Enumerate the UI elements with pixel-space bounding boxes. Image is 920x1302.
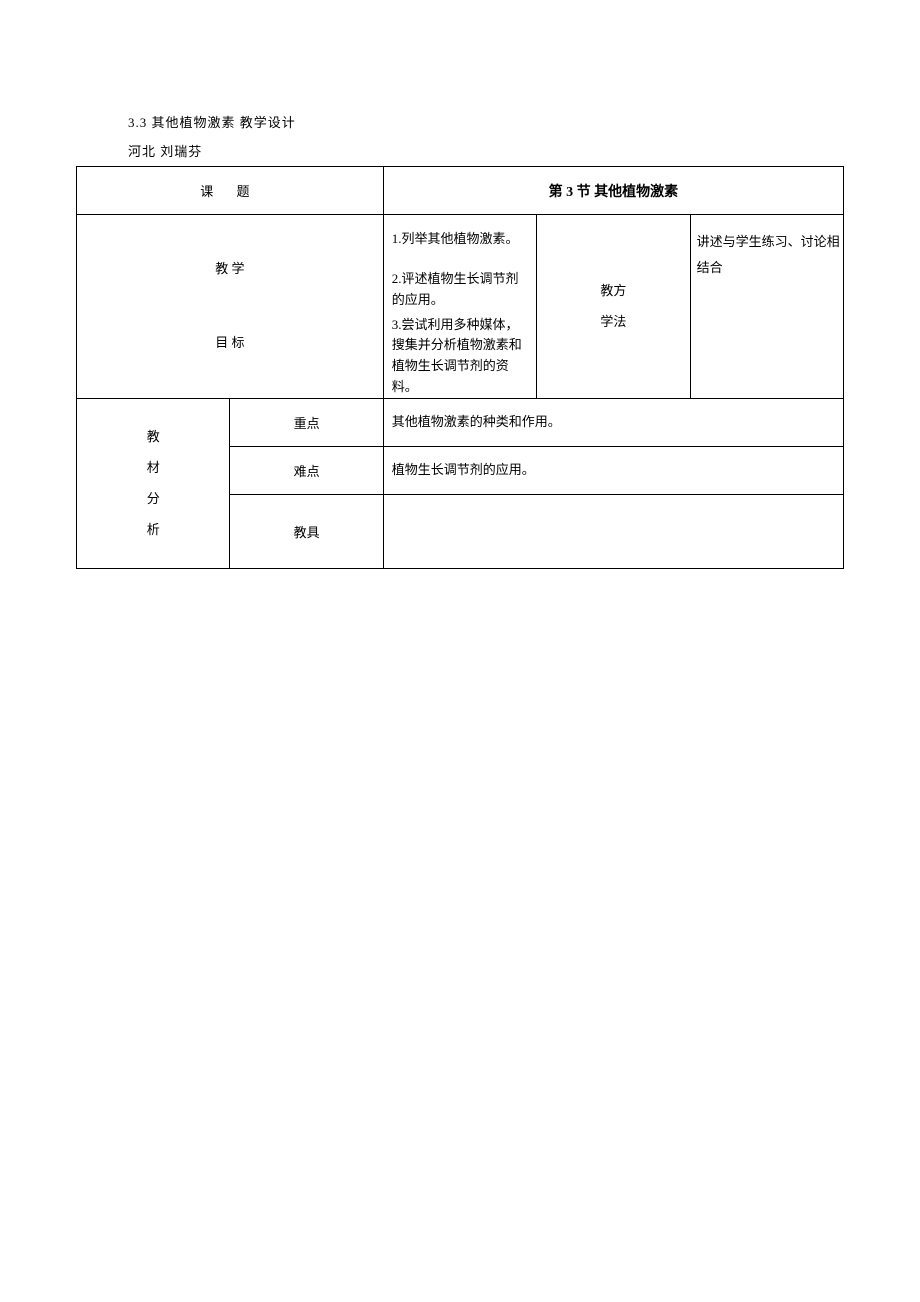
objectives-label-2: 目 标: [77, 321, 383, 365]
analysis-ch3: 分: [77, 483, 229, 514]
analysis-label: 教 材 分 析: [77, 398, 230, 568]
analysis-ch2: 材: [77, 452, 229, 483]
analysis-ch1: 教: [77, 421, 229, 452]
keypoint-label: 重点: [230, 398, 383, 446]
doc-author-line: 河北 刘瑞芬: [128, 141, 844, 160]
keypoint-row: 教 材 分 析 重点 其他植物激素的种类和作用。: [77, 398, 844, 446]
keypoint-value: 其他植物激素的种类和作用。: [383, 398, 843, 446]
difficulty-value: 植物生长调节剂的应用。: [383, 446, 843, 494]
lesson-plan-table: 课 题 第 3 节 其他植物激素 教 学 目 标 1.列举其他植物激素。 教方 …: [76, 166, 844, 569]
objective-1: 1.列举其他植物激素。: [383, 215, 536, 265]
method-value: 讲述与学生练习、讨论相结合: [690, 215, 843, 399]
tools-label: 教具: [230, 494, 383, 568]
objectives-label-1: 教 学: [77, 247, 383, 291]
objective-2: 2.评述植物生长调节剂的应用。: [383, 265, 536, 315]
method-label-1: 教方: [537, 275, 689, 306]
difficulty-label: 难点: [230, 446, 383, 494]
analysis-ch4: 析: [77, 514, 229, 545]
tools-value: [383, 494, 843, 568]
doc-title-line: 3.3 其他植物激素 教学设计: [128, 112, 844, 131]
topic-label: 课 题: [77, 167, 384, 215]
topic-value: 第 3 节 其他植物激素: [383, 167, 843, 215]
objective-row-1: 教 学 目 标 1.列举其他植物激素。 教方 学法 讲述与学生练习、讨论相结合: [77, 215, 844, 265]
method-label: 教方 学法: [537, 215, 690, 399]
method-label-2: 学法: [537, 306, 689, 337]
objective-3: 3.尝试利用多种媒体，搜集并分析植物激素和植物生长调节剂的资料。: [383, 315, 536, 399]
topic-row: 课 题 第 3 节 其他植物激素: [77, 167, 844, 215]
objectives-label: 教 学 目 标: [77, 215, 384, 399]
